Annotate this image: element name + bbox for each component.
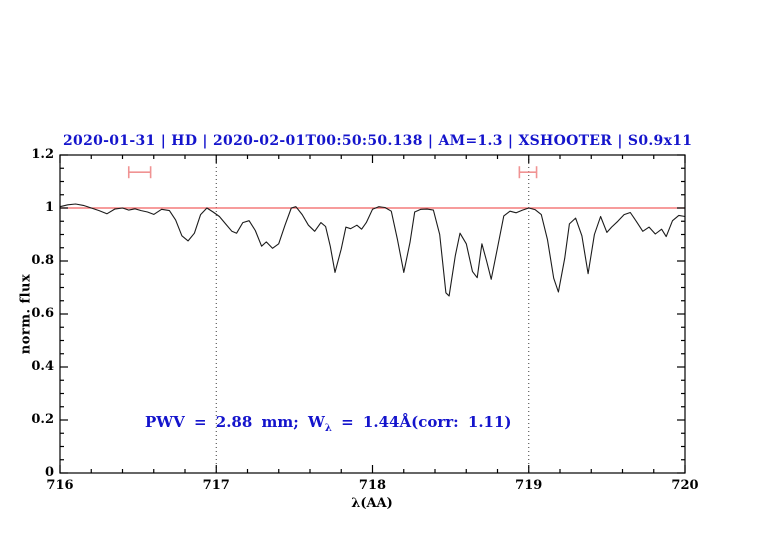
- spectrum-curve: [59, 203, 686, 297]
- x-tick-label: 720: [671, 478, 699, 493]
- y-tick-label: 0: [44, 465, 54, 480]
- plot-title: 2020-01-31 | HD | 2020-02-01T00:50:50.13…: [63, 133, 693, 149]
- y-tick-label: 0.4: [31, 359, 54, 374]
- pwv-annotation: PWV = 2.88 mm; Wλ = 1.44Å(corr: 1.11): [145, 413, 512, 434]
- lambda-subscript: λ: [324, 423, 332, 434]
- y-tick-label: 0.6: [31, 306, 54, 321]
- y-tick-label: 0.8: [31, 253, 54, 268]
- x-axis-label: λ(AA): [351, 496, 393, 511]
- x-tick-label: 716: [46, 478, 74, 493]
- pwv-annotation-text: PWV = 2.88 mm; W: [145, 413, 325, 431]
- y-tick-label: 0.2: [31, 412, 54, 427]
- x-tick-label: 719: [515, 478, 543, 493]
- x-tick-label: 718: [358, 478, 387, 493]
- x-tick-label: 717: [202, 478, 230, 493]
- pwv-annotation-text2: = 1.44Å(corr: 1.11): [331, 413, 512, 431]
- y-tick-label: 1.2: [31, 147, 54, 162]
- y-tick-label: 1: [44, 200, 54, 215]
